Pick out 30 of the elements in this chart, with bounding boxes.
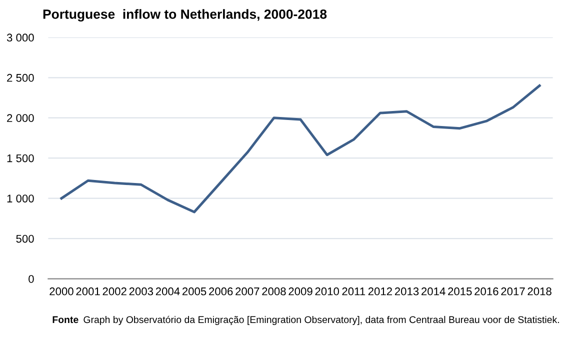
x-tick-label: 2010 — [315, 287, 339, 296]
x-tick-label: 2000 — [50, 287, 74, 296]
x-tick-label: 2008 — [262, 287, 286, 296]
line-series — [60, 84, 541, 214]
y-tick-label: 1 500 — [7, 154, 34, 162]
x-tick-label: 2015 — [448, 287, 472, 296]
x-tick-label: 2007 — [236, 287, 260, 296]
x-tick-label: 2018 — [528, 287, 552, 296]
x-tick-label: 2012 — [368, 287, 392, 296]
x-tick-label: 2014 — [422, 287, 446, 296]
x-tick-label: 2002 — [102, 287, 126, 296]
x-tick-label: 2001 — [76, 287, 100, 296]
x-tick-label: 2005 — [182, 287, 206, 296]
y-tick-label: 2 000 — [7, 114, 34, 122]
x-tick-label: 2009 — [288, 287, 312, 296]
x-tick-label: 2006 — [209, 287, 233, 296]
x-tick-label: 2004 — [156, 287, 180, 296]
y-tick-label: 3 000 — [6, 34, 34, 42]
y-tick-label: 1 000 — [7, 194, 34, 202]
x-tick-label: 2017 — [501, 287, 525, 296]
chart-title: Portuguese inflow to Netherlands, 2000-2018 — [43, 9, 327, 22]
x-tick-label: 2011 — [342, 287, 366, 296]
text: Graph by Observatório da Emigração [Emingration Observatory], data from Centraal Bureau voor de Statistiek. — [84, 316, 559, 326]
x-tick-label: 2016 — [474, 287, 498, 296]
y-tick-label: 2 500 — [7, 74, 34, 82]
text: Fonte — [52, 316, 78, 324]
x-tick-label: 2003 — [129, 287, 154, 296]
x-tick-label: 2013 — [394, 287, 419, 296]
y-tick-label: 500 — [16, 234, 34, 243]
y-tick-label: 0 — [28, 275, 34, 283]
